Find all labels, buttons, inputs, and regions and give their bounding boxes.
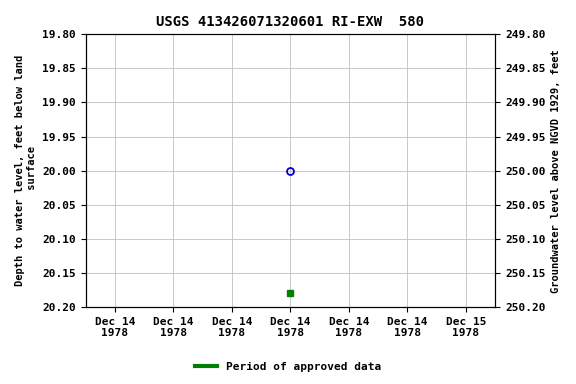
Title: USGS 413426071320601 RI-EXW  580: USGS 413426071320601 RI-EXW 580 <box>157 15 425 29</box>
Legend: Period of approved data: Period of approved data <box>191 358 385 377</box>
Y-axis label: Groundwater level above NGVD 1929, feet: Groundwater level above NGVD 1929, feet <box>551 49 561 293</box>
Y-axis label: Depth to water level, feet below land
 surface: Depth to water level, feet below land su… <box>15 55 37 286</box>
